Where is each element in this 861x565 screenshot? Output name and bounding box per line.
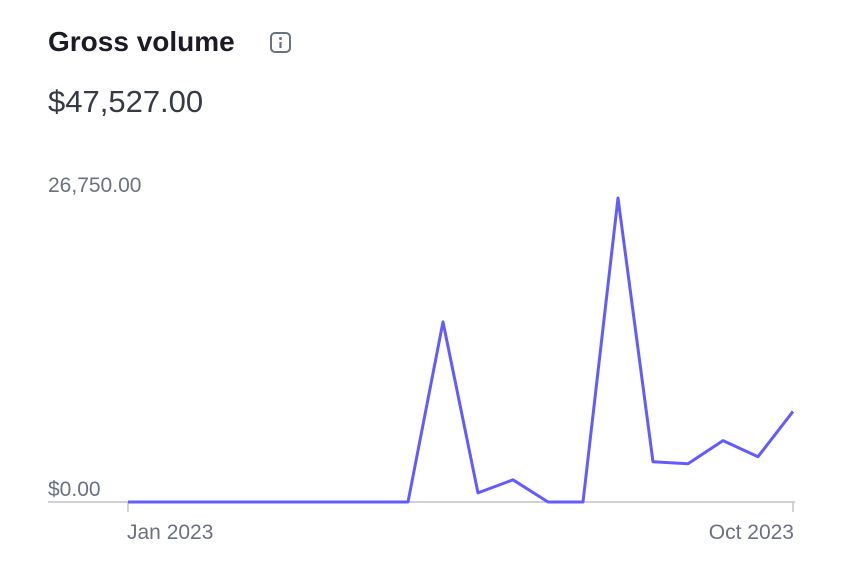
y-tick-label: 26,750.00 [48,174,141,197]
y-tick-label: $0.00 [48,478,101,501]
chart-title: Gross volume [48,26,235,57]
info-icon[interactable] [270,32,291,53]
data-line [128,196,795,504]
x-tick-label: Oct 2023 [709,521,794,544]
total-amount: $47,527.00 [48,84,203,119]
x-tick-label: Jan 2023 [127,521,213,544]
